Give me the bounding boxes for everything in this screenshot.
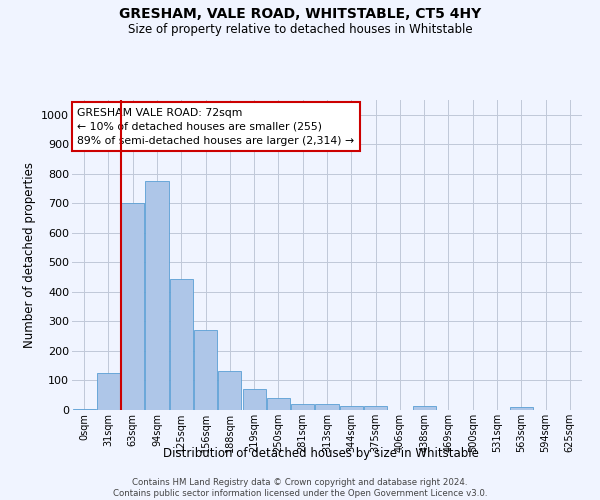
- Bar: [194, 330, 217, 410]
- Bar: [242, 390, 266, 410]
- Bar: [413, 406, 436, 410]
- Text: Size of property relative to detached houses in Whitstable: Size of property relative to detached ho…: [128, 22, 472, 36]
- Bar: [510, 407, 533, 410]
- Text: Distribution of detached houses by size in Whitstable: Distribution of detached houses by size …: [163, 448, 479, 460]
- Bar: [218, 371, 241, 410]
- Text: Contains HM Land Registry data © Crown copyright and database right 2024.
Contai: Contains HM Land Registry data © Crown c…: [113, 478, 487, 498]
- Y-axis label: Number of detached properties: Number of detached properties: [23, 162, 35, 348]
- Text: GRESHAM VALE ROAD: 72sqm
← 10% of detached houses are smaller (255)
89% of semi-: GRESHAM VALE ROAD: 72sqm ← 10% of detach…: [77, 108, 354, 146]
- Bar: [170, 279, 193, 410]
- Bar: [73, 408, 95, 410]
- Bar: [145, 181, 169, 410]
- Bar: [316, 404, 338, 410]
- Bar: [121, 204, 144, 410]
- Bar: [291, 404, 314, 410]
- Bar: [97, 373, 120, 410]
- Bar: [267, 398, 290, 410]
- Bar: [364, 406, 387, 410]
- Bar: [340, 406, 363, 410]
- Text: GRESHAM, VALE ROAD, WHITSTABLE, CT5 4HY: GRESHAM, VALE ROAD, WHITSTABLE, CT5 4HY: [119, 8, 481, 22]
